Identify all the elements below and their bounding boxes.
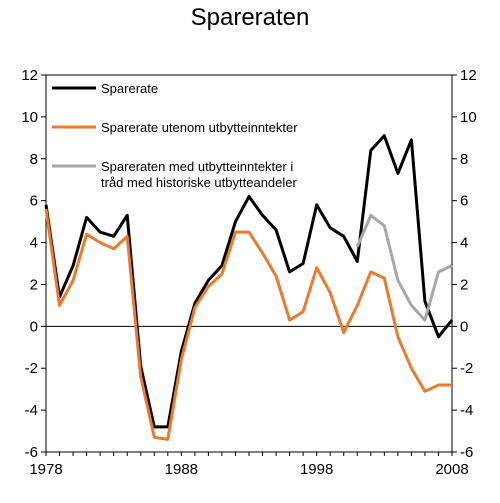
series-sparerate-utenom: [44, 208, 452, 441]
y-tick-label-right: 6: [460, 193, 468, 210]
y-tick-label-left: -2: [25, 360, 38, 377]
y-tick-label-left: 10: [21, 109, 38, 126]
legend-label-line: tråd med historiske utbytteandeler: [101, 175, 297, 190]
y-tick-label-right: -2: [460, 360, 473, 377]
series-group: [44, 134, 454, 441]
x-tick-label: 1988: [165, 461, 198, 478]
y-tick-label-right: 10: [460, 109, 477, 126]
legend-label-sparerate-utenom: Sparerate utenom utbytteinntekter: [101, 120, 298, 135]
y-tick-label-right: 4: [460, 235, 468, 252]
series-sparerate: [44, 134, 454, 429]
y-tick-label-right: 2: [460, 276, 468, 293]
y-tick-label-left: 12: [21, 67, 38, 84]
y-tick-label-right: -6: [460, 444, 473, 461]
y-tick-label-left: 2: [30, 276, 38, 293]
y-tick-label-left: -6: [25, 444, 38, 461]
legend: Sparerate Sparerate utenom utbytteinntek…: [52, 81, 298, 190]
y-tick-label-right: 8: [460, 151, 468, 168]
y-tick-label-right: -4: [460, 402, 473, 419]
y-tick-label-left: -4: [25, 402, 38, 419]
x-tick-label: 1998: [300, 461, 333, 478]
x-tick-label: 2008: [435, 461, 468, 478]
y-tick-label-left: 6: [30, 193, 38, 210]
y-tick-label-left: 4: [30, 235, 38, 252]
y-tick-label-right: 0: [460, 318, 468, 335]
series-spareraten-med: [355, 213, 453, 322]
legend-label-sparerate: Sparerate: [101, 81, 158, 96]
y-tick-label-left: 0: [30, 318, 38, 335]
chart-title: Spareraten: [190, 4, 310, 31]
y-tick-label-left: 8: [30, 151, 38, 168]
y-tick-label-right: 12: [460, 67, 477, 84]
x-tick-label: 1978: [29, 461, 62, 478]
legend-label-line: Spareraten med utbytteinntekter i: [101, 159, 293, 174]
legend-label-spareraten-med: Spareraten med utbytteinntekter i tråd me…: [101, 159, 297, 190]
